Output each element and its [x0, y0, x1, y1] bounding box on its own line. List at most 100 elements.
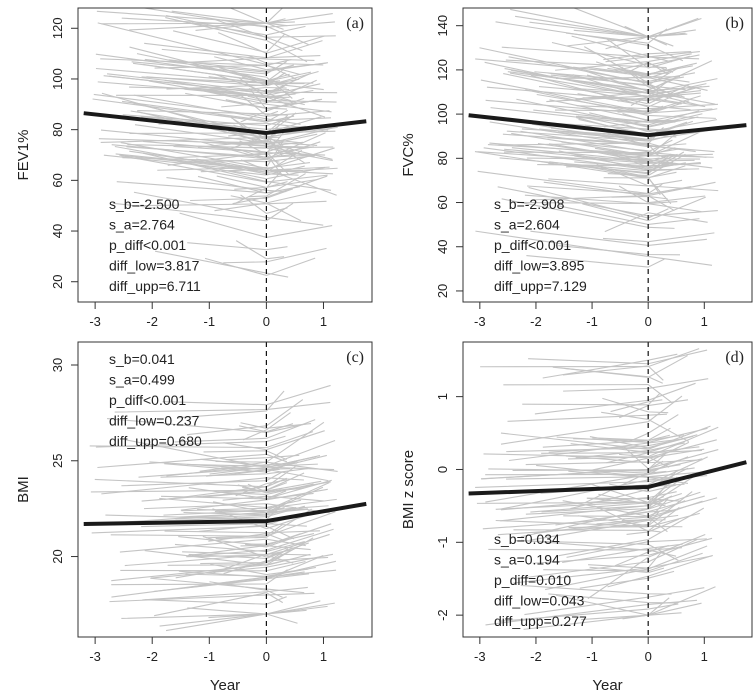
individual-trajectory	[587, 534, 706, 600]
individual-trajectory	[530, 74, 695, 108]
individual-trajectory	[579, 469, 667, 474]
y-tick-label: 120	[50, 17, 65, 39]
individual-trajectory	[242, 412, 291, 441]
individual-trajectory	[548, 178, 683, 187]
y-tick-label: 30	[50, 358, 65, 372]
x-tick-label: -2	[530, 649, 542, 664]
y-tick-label: 140	[435, 15, 450, 37]
individual-trajectory	[174, 419, 316, 443]
plot-frame	[77, 7, 373, 303]
stats-annotation: s_b=0.034 s_a=0.194 p_diff=0.010 diff_low=0…	[494, 531, 587, 629]
individual-trajectory	[574, 153, 678, 168]
x-tick-label: 1	[320, 649, 327, 664]
individual-trajectory	[157, 139, 285, 171]
individual-trajectory	[165, 17, 308, 63]
individual-trajectory	[498, 142, 661, 147]
plot-frame	[462, 341, 753, 638]
individual-trajectory	[606, 38, 690, 69]
mean-regression-line	[468, 113, 747, 138]
individual-trajectory	[175, 144, 333, 162]
x-axis: -3 -2 -1 0 1	[89, 302, 327, 329]
individual-trajectory	[150, 577, 305, 594]
individual-trajectory	[483, 439, 717, 459]
stat-line: diff_upp=0.680	[109, 433, 202, 449]
x-tick-label: -3	[89, 649, 101, 664]
individual-trajectory	[165, 609, 307, 632]
individual-trajectory	[230, 165, 305, 176]
individual-trajectory	[196, 87, 305, 106]
individual-trajectory	[120, 142, 311, 169]
individual-trajectory	[503, 384, 673, 404]
individual-trajectory	[589, 566, 665, 574]
individual-trajectory	[558, 150, 700, 171]
individual-trajectory	[209, 466, 335, 475]
x-tick-label: 0	[645, 649, 652, 664]
y-tick-label: 100	[435, 103, 450, 125]
x-axis: -3 -2 -1 0 1	[89, 637, 327, 664]
individual-trajectory	[187, 242, 288, 251]
individual-trajectory	[116, 85, 286, 97]
stat-line: diff_upp=6.711	[109, 278, 201, 294]
panel-4: -3 -2 -1 0 1 -2 -1 0 1 BMI z score Year (d) s_b=0.03…	[400, 341, 753, 694]
x-tick-label: 0	[263, 649, 270, 664]
plot-area	[468, 342, 747, 637]
panel-2: -3 -2 -1 0 120406080100120140FVC%(b)s_b=-2.9…	[400, 7, 753, 329]
stat-line: p_diff<0.001	[109, 392, 186, 408]
panel-label: (b)	[725, 15, 744, 32]
x-tick-label: -1	[204, 649, 216, 664]
individual-trajectory	[164, 79, 326, 118]
individual-trajectory	[526, 255, 665, 268]
individual-trajectory	[89, 431, 314, 449]
individual-trajectory	[555, 495, 705, 526]
y-tick-label: -1	[435, 537, 450, 549]
individual-trajectory	[520, 130, 673, 153]
individual-trajectory	[485, 99, 690, 115]
individual-trajectory	[607, 153, 686, 177]
individual-trajectory	[160, 467, 308, 478]
x-tick-label: 0	[263, 314, 270, 329]
stat-line: s_b=-2.908	[494, 196, 565, 212]
y-axis-title: FEV1%	[15, 130, 32, 181]
individual-trajectory	[617, 92, 701, 102]
individual-trajectory	[186, 554, 294, 564]
stat-line: diff_upp=0.277	[494, 613, 587, 629]
individual-trajectory	[235, 240, 285, 260]
x-axis: -3 -2 -1 0 1	[474, 302, 708, 329]
individual-trajectory	[242, 150, 299, 159]
individual-trajectory	[146, 70, 319, 87]
individual-trajectory	[522, 392, 661, 406]
y-axis: 20 40 60 80 100 120 140	[435, 15, 463, 298]
individual-trajectory	[159, 600, 321, 627]
x-tick-label: -2	[146, 314, 158, 329]
individual-trajectory	[536, 93, 713, 114]
individual-trajectory	[240, 533, 301, 547]
individual-trajectory	[562, 543, 683, 563]
panel-1: -3 -2 -1 0 120406080100120FEV1%(a)s_b=-2.500…	[15, 7, 373, 329]
individual-trajectory	[500, 425, 711, 450]
y-axis-title: BMI z score	[400, 450, 417, 529]
individual-trajectory	[240, 194, 288, 214]
individual-trajectory	[136, 111, 318, 146]
individual-trajectory	[618, 185, 706, 204]
individual-trajectory	[528, 349, 708, 365]
individual-trajectory	[134, 124, 333, 160]
individual-trajectory	[577, 164, 677, 179]
panel-label: (c)	[346, 349, 364, 366]
individual-trajectory	[601, 411, 690, 443]
individual-trajectory	[558, 507, 705, 557]
individual-trajectory	[161, 48, 315, 61]
individual-trajectory	[564, 355, 688, 378]
stat-line: diff_low=3.817	[109, 258, 200, 274]
x-tick-label: -3	[474, 649, 486, 664]
x-tick-label: -3	[474, 314, 486, 329]
x-tick-label: 1	[701, 649, 708, 664]
individual-trajectory	[190, 87, 332, 113]
y-tick-label: 20	[50, 549, 65, 563]
individual-trajectory	[582, 196, 706, 222]
individual-trajectory	[210, 563, 309, 576]
individual-trajectory	[141, 487, 283, 502]
individual-trajectory	[565, 28, 668, 44]
individual-trajectory	[500, 395, 683, 445]
individual-trajectory	[111, 569, 288, 586]
